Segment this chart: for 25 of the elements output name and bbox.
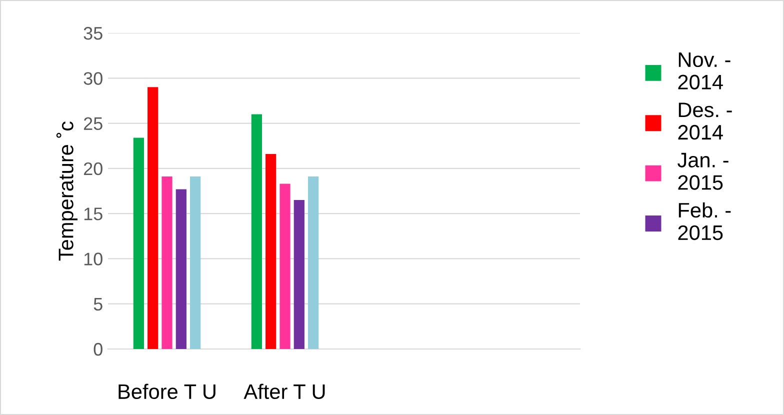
bar — [280, 184, 290, 349]
y-tick-label: 5 — [94, 298, 102, 311]
y-tick-label: 35 — [84, 26, 102, 40]
y-tick-label: 25 — [84, 117, 102, 130]
bar — [176, 189, 186, 349]
y-tick-label: 15 — [84, 208, 102, 220]
y-tick-label: 30 — [84, 72, 102, 85]
y-tick-label: 10 — [84, 252, 102, 266]
bar — [162, 176, 172, 349]
legend-label: Feb. - 2015 — [678, 202, 731, 240]
bar — [133, 138, 144, 349]
legend-label: Jan. - 2015 — [678, 152, 728, 190]
bar — [294, 200, 304, 349]
bar — [190, 176, 201, 349]
legend-label: Des. - 2014 — [678, 102, 732, 140]
x-tick-label: Before T U — [118, 384, 216, 400]
bar — [148, 87, 158, 349]
legend-label: Nov. - 2014 — [678, 52, 730, 90]
bar — [251, 114, 262, 349]
bar — [308, 176, 319, 349]
y-tick-label: 0 — [94, 342, 102, 356]
bar — [266, 154, 276, 349]
x-tick-label: After T U — [244, 384, 325, 400]
y-tick-label: 20 — [84, 162, 102, 176]
y-axis-title: Temperature ˚c — [56, 122, 78, 261]
